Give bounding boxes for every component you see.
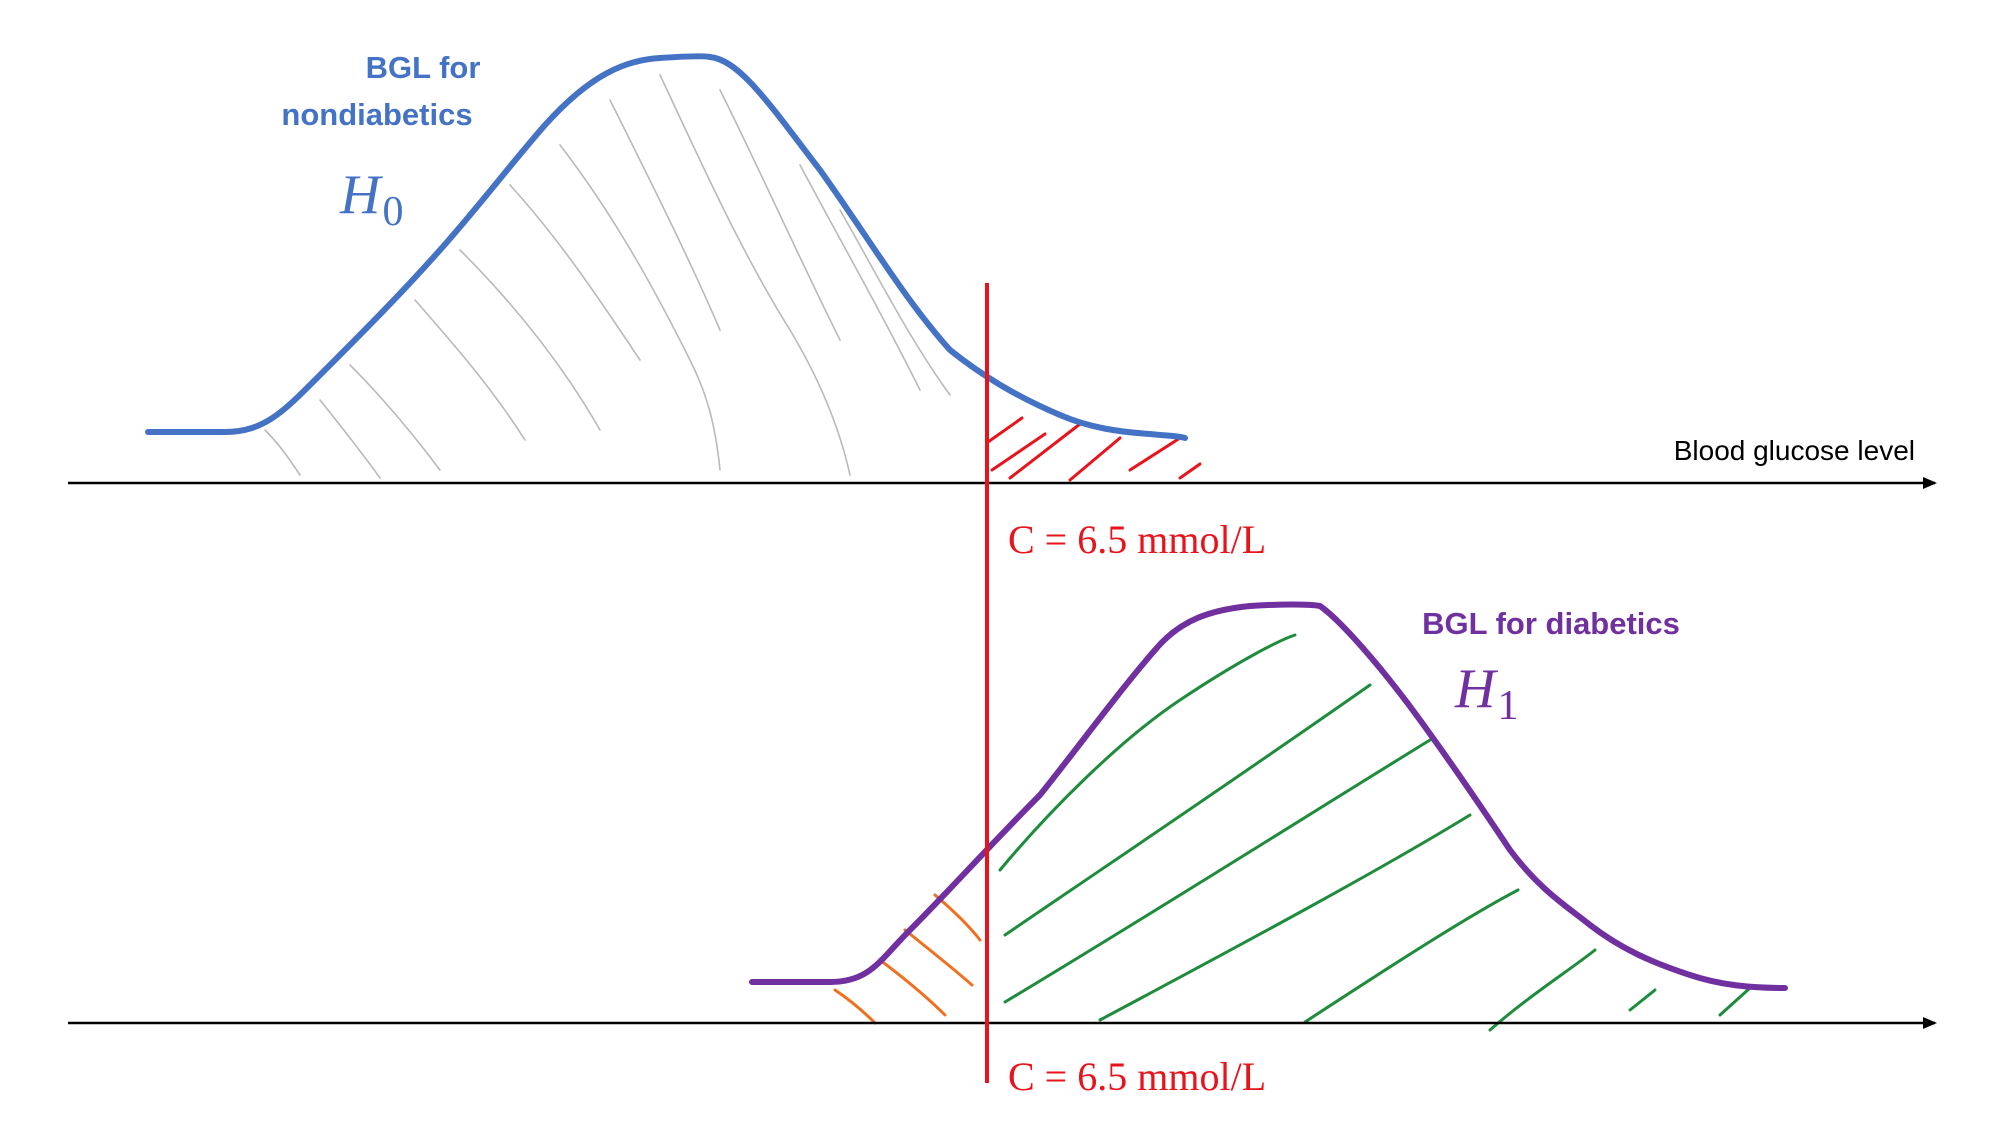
h0-title-line2: nondiabetics [281,97,472,132]
threshold-label-top: C = 6.5 mmol/L [1008,517,1266,562]
threshold-label-bottom: C = 6.5 mmol/L [1008,1054,1266,1099]
power-hatching [998,633,1752,1032]
type-one-error-hatching [986,416,1202,482]
h1-title: BGL for diabetics [1422,606,1680,641]
h0-symbol: H0 [339,164,403,235]
h0-symbol-letter: H [339,164,383,226]
h1-symbol: H1 [1454,658,1518,729]
h0-distribution-curve [145,53,1188,441]
h1-symbol-letter: H [1454,658,1498,720]
type-two-error-hatching [833,893,982,1025]
h0-symbol-subscript: 0 [382,189,403,235]
h1-distribution-curve [749,601,1788,991]
axis-label: Blood glucose level [1674,435,1915,466]
h1-symbol-subscript: 1 [1497,683,1518,729]
h0-title-line1: BGL for [366,50,481,85]
h0-acceptance-hatching [264,74,951,479]
